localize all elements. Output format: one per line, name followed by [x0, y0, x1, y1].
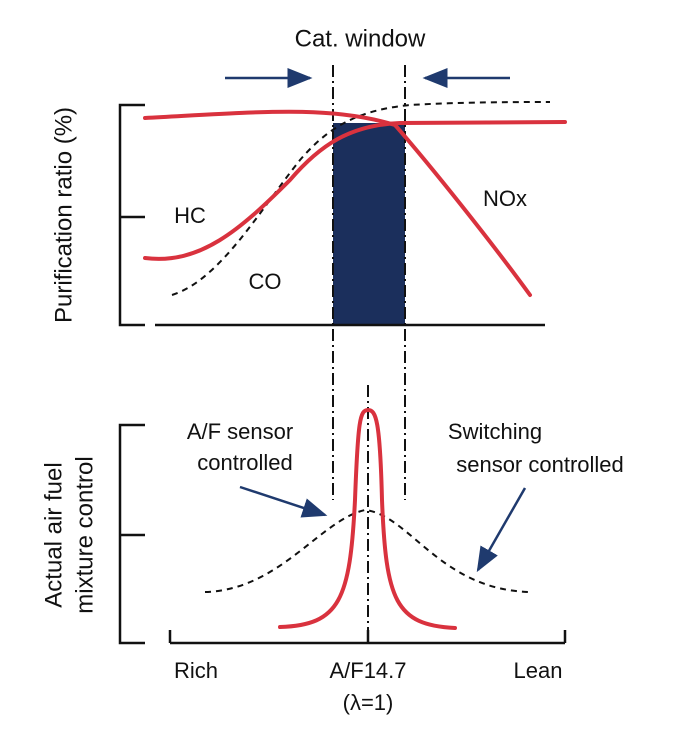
arrow: [476, 487, 527, 573]
bottom-axes: [118, 423, 567, 645]
x-sublabel: (λ=1): [343, 690, 394, 715]
hc-curve: [143, 120, 567, 261]
co-curve: [171, 101, 551, 296]
x-label: Lean: [514, 658, 563, 683]
annotation: A/F sensor: [187, 419, 293, 444]
annotation: sensor controlled: [456, 452, 624, 477]
top-axes: [118, 103, 545, 327]
nox-curve: [143, 109, 532, 297]
y-label: mixture control: [71, 456, 98, 613]
title: Cat. window: [295, 25, 426, 52]
annotation: Switching: [448, 419, 542, 444]
curve-label: CO: [249, 269, 282, 294]
cat-window-band: [333, 123, 405, 325]
arrow: [239, 485, 328, 518]
af-curve: [278, 407, 457, 630]
x-label: Rich: [174, 658, 218, 683]
y-label: Actual air fuel: [40, 462, 67, 607]
curve-label: NOx: [483, 186, 527, 211]
curve-label: HC: [174, 203, 206, 228]
x-label: A/F14.7: [329, 658, 406, 683]
annotation: controlled: [197, 450, 292, 475]
y-label: Purification ratio (%): [50, 107, 77, 323]
switching-curve: [204, 508, 531, 593]
